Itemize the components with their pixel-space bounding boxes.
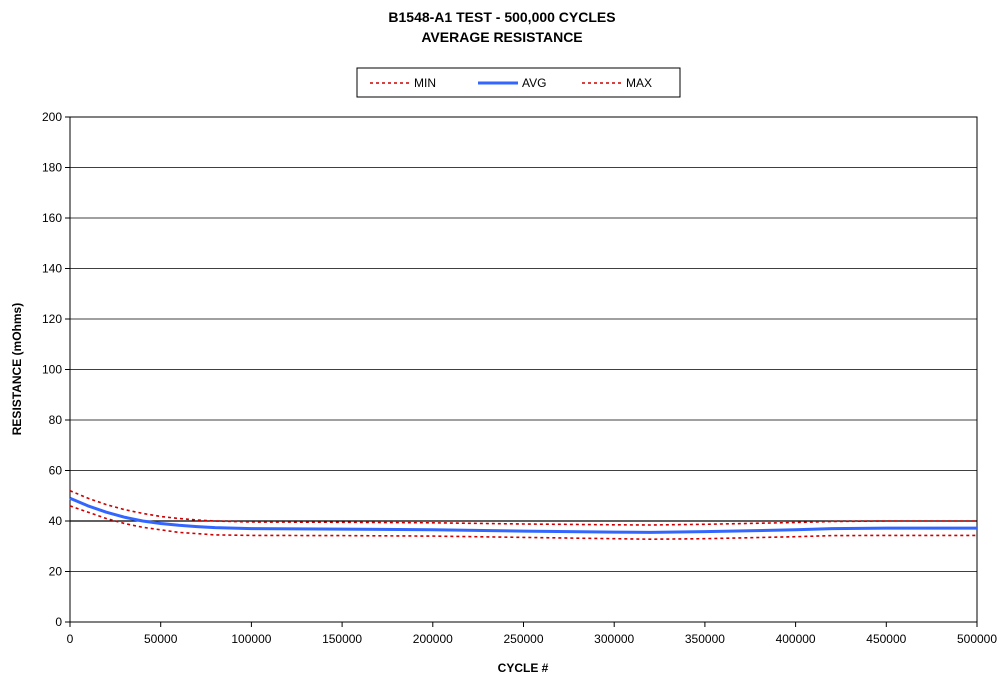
y-tick-label: 40	[49, 514, 63, 528]
series-lines	[69, 489, 977, 541]
y-tick-label: 20	[49, 565, 63, 579]
x-axis-title: CYCLE #	[498, 661, 549, 675]
x-tick-label: 0	[67, 632, 74, 646]
series-line-min	[69, 505, 977, 541]
legend-label-avg: AVG	[522, 76, 546, 90]
plot-area-border	[69, 116, 978, 623]
y-tick-label: 120	[42, 312, 62, 326]
x-tick-label: 250000	[503, 632, 543, 646]
series-line-max	[69, 489, 977, 526]
y-tick-label: 160	[42, 211, 62, 225]
series-line-avg	[69, 496, 977, 534]
tick-labels: 0 20 40 60 80 100 120 140 160 180 200 0 50000 100000 1…	[42, 110, 997, 646]
x-tick-label: 100000	[231, 632, 271, 646]
x-tick-label: 450000	[866, 632, 906, 646]
y-tick-label: 100	[42, 363, 62, 377]
x-tick-label: 50000	[144, 632, 178, 646]
y-axis-title: RESISTANCE (mOhms)	[10, 303, 24, 435]
axes	[65, 116, 978, 627]
x-tick-label: 150000	[322, 632, 362, 646]
y-tick-label: 0	[55, 615, 62, 629]
y-tick-label: 180	[42, 161, 62, 175]
x-tick-label: 200000	[413, 632, 453, 646]
x-tick-label: 350000	[685, 632, 725, 646]
y-tick-label: 80	[49, 413, 63, 427]
y-tick-label: 60	[49, 464, 63, 478]
chart-subtitle: AVERAGE RESISTANCE	[421, 29, 582, 45]
legend: MIN AVG MAX	[356, 67, 681, 98]
x-tick-label: 400000	[776, 632, 816, 646]
legend-box	[356, 67, 681, 98]
legend-label-max: MAX	[626, 76, 652, 90]
x-tick-label: 500000	[957, 632, 997, 646]
y-tick-label: 200	[42, 110, 62, 124]
x-tick-label: 300000	[594, 632, 634, 646]
y-tick-label: 140	[42, 262, 62, 276]
chart-title: B1548-A1 TEST - 500,000 CYCLES	[388, 9, 615, 25]
legend-label-min: MIN	[414, 76, 436, 90]
gridlines	[70, 116, 977, 623]
